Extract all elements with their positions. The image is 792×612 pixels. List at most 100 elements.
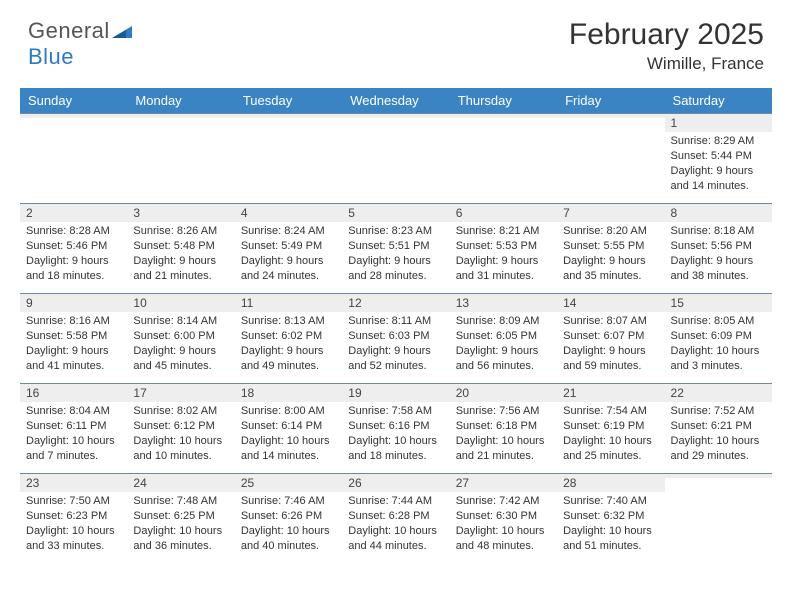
day-number: 1 (665, 114, 772, 132)
calendar-cell: 14Sunrise: 8:07 AMSunset: 6:07 PMDayligh… (557, 294, 664, 384)
day-header: Thursday (450, 88, 557, 114)
daylight-text: Daylight: 9 hours and 31 minutes. (456, 254, 551, 284)
day-details: Sunrise: 8:13 AMSunset: 6:02 PMDaylight:… (235, 312, 342, 379)
daylight-text: Daylight: 10 hours and 3 minutes. (671, 344, 766, 374)
day-number: 11 (235, 294, 342, 312)
day-number: 19 (342, 384, 449, 402)
daylight-text: Daylight: 10 hours and 40 minutes. (241, 524, 336, 554)
calendar-cell: 20 Sunrise: 7:56 AMSunset: 6:18 PMDayligh… (450, 384, 557, 474)
sunset-text: Sunset: 6:21 PM (671, 419, 766, 434)
calendar-cell (20, 114, 127, 204)
calendar-cell: 24Sunrise: 7:48 AMSunset: 6:25 PMDayligh… (127, 474, 234, 564)
calendar-cell: 2Sunrise: 8:28 AMSunset: 5:46 PMDaylight… (20, 204, 127, 294)
day-header: Wednesday (342, 88, 449, 114)
daylight-text: Daylight: 9 hours and 38 minutes. (671, 254, 766, 284)
logo-triangle-icon (112, 25, 132, 42)
sunrise-text: Sunrise: 7:56 AM (456, 404, 551, 419)
calendar-cell: 21Sunrise: 7:54 AMSunset: 6:19 PMDayligh… (557, 384, 664, 474)
calendar-cell: 6Sunrise: 8:21 AMSunset: 5:53 PMDaylight… (450, 204, 557, 294)
day-number: 15 (665, 294, 772, 312)
daylight-text: Daylight: 9 hours and 45 minutes. (133, 344, 228, 374)
day-details: Sunrise: 8:18 AMSunset: 5:56 PMDaylight:… (665, 222, 772, 289)
calendar-cell: 1Sunrise: 8:29 AMSunset: 5:44 PMDaylight… (665, 114, 772, 204)
day-number: 5 (342, 204, 449, 222)
day-details: Sunrise: 7:46 AMSunset: 6:26 PMDaylight:… (235, 492, 342, 559)
calendar-cell: 27Sunrise: 7:42 AMSunset: 6:30 PMDayligh… (450, 474, 557, 564)
daylight-text: Daylight: 9 hours and 18 minutes. (26, 254, 121, 284)
calendar-cell: 4Sunrise: 8:24 AMSunset: 5:49 PMDaylight… (235, 204, 342, 294)
calendar-cell: 22Sunrise: 7:52 AMSunset: 6:21 PMDayligh… (665, 384, 772, 474)
day-details: Sunrise: 8:21 AMSunset: 5:53 PMDaylight:… (450, 222, 557, 289)
sunset-text: Sunset: 6:30 PM (456, 509, 551, 524)
day-number: 26 (342, 474, 449, 492)
calendar-week-row: 23Sunrise: 7:50 AMSunset: 6:23 PMDayligh… (20, 474, 772, 564)
daylight-text: Daylight: 9 hours and 56 minutes. (456, 344, 551, 374)
sunrise-text: Sunrise: 8:00 AM (241, 404, 336, 419)
calendar-week-row: 16Sunrise: 8:04 AMSunset: 6:11 PMDayligh… (20, 384, 772, 474)
day-header: Saturday (665, 88, 772, 114)
day-details: Sunrise: 8:14 AMSunset: 6:00 PMDaylight:… (127, 312, 234, 379)
daylight-text: Daylight: 10 hours and 25 minutes. (563, 434, 658, 464)
day-details: Sunrise: 8:23 AMSunset: 5:51 PMDaylight:… (342, 222, 449, 289)
daylight-text: Daylight: 9 hours and 24 minutes. (241, 254, 336, 284)
day-details: Sunrise: 7:54 AMSunset: 6:19 PMDaylight:… (557, 402, 664, 469)
day-number: 6 (450, 204, 557, 222)
day-number: 12 (342, 294, 449, 312)
sunset-text: Sunset: 6:18 PM (456, 419, 551, 434)
calendar-week-row: 1Sunrise: 8:29 AMSunset: 5:44 PMDaylight… (20, 114, 772, 204)
day-details (557, 118, 664, 126)
day-header: Friday (557, 88, 664, 114)
day-details: Sunrise: 8:04 AMSunset: 6:11 PMDaylight:… (20, 402, 127, 469)
day-details: Sunrise: 7:52 AMSunset: 6:21 PMDaylight:… (665, 402, 772, 469)
sunset-text: Sunset: 5:49 PM (241, 239, 336, 254)
calendar-cell: 8Sunrise: 8:18 AMSunset: 5:56 PMDaylight… (665, 204, 772, 294)
sunset-text: Sunset: 5:55 PM (563, 239, 658, 254)
day-number: 10 (127, 294, 234, 312)
sunset-text: Sunset: 6:00 PM (133, 329, 228, 344)
sunrise-text: Sunrise: 7:54 AM (563, 404, 658, 419)
daylight-text: Daylight: 9 hours and 59 minutes. (563, 344, 658, 374)
calendar-cell: 18Sunrise: 8:00 AMSunset: 6:14 PMDayligh… (235, 384, 342, 474)
month-title: February 2025 (569, 18, 764, 52)
sunset-text: Sunset: 6:05 PM (456, 329, 551, 344)
calendar-cell: 17Sunrise: 8:02 AMSunset: 6:12 PMDayligh… (127, 384, 234, 474)
daylight-text: Daylight: 9 hours and 49 minutes. (241, 344, 336, 374)
sunset-text: Sunset: 6:26 PM (241, 509, 336, 524)
daylight-text: Daylight: 10 hours and 51 minutes. (563, 524, 658, 554)
daylight-text: Daylight: 10 hours and 7 minutes. (26, 434, 121, 464)
sunrise-text: Sunrise: 8:09 AM (456, 314, 551, 329)
day-details (235, 118, 342, 126)
calendar-cell: 28Sunrise: 7:40 AMSunset: 6:32 PMDayligh… (557, 474, 664, 564)
day-details: Sunrise: 8:26 AMSunset: 5:48 PMDaylight:… (127, 222, 234, 289)
day-number: 2 (20, 204, 127, 222)
calendar-cell: 3Sunrise: 8:26 AMSunset: 5:48 PMDaylight… (127, 204, 234, 294)
sunset-text: Sunset: 6:19 PM (563, 419, 658, 434)
calendar-cell: 7Sunrise: 8:20 AMSunset: 5:55 PMDaylight… (557, 204, 664, 294)
daylight-text: Daylight: 10 hours and 33 minutes. (26, 524, 121, 554)
sunrise-text: Sunrise: 7:46 AM (241, 494, 336, 509)
daylight-text: Daylight: 10 hours and 21 minutes. (456, 434, 551, 464)
daylight-text: Daylight: 9 hours and 28 minutes. (348, 254, 443, 284)
daylight-text: Daylight: 10 hours and 29 minutes. (671, 434, 766, 464)
day-number: 3 (127, 204, 234, 222)
day-details: Sunrise: 8:09 AMSunset: 6:05 PMDaylight:… (450, 312, 557, 379)
sunrise-text: Sunrise: 8:26 AM (133, 224, 228, 239)
day-number: 13 (450, 294, 557, 312)
sunrise-text: Sunrise: 8:23 AM (348, 224, 443, 239)
sunrise-text: Sunrise: 7:40 AM (563, 494, 658, 509)
day-number: 22 (665, 384, 772, 402)
daylight-text: Daylight: 9 hours and 35 minutes. (563, 254, 658, 284)
calendar-cell: 12Sunrise: 8:11 AMSunset: 6:03 PMDayligh… (342, 294, 449, 384)
day-details: Sunrise: 8:28 AMSunset: 5:46 PMDaylight:… (20, 222, 127, 289)
day-number: 23 (20, 474, 127, 492)
sunrise-text: Sunrise: 7:42 AM (456, 494, 551, 509)
sunrise-text: Sunrise: 7:48 AM (133, 494, 228, 509)
sunrise-text: Sunrise: 8:24 AM (241, 224, 336, 239)
sunset-text: Sunset: 5:56 PM (671, 239, 766, 254)
day-details (20, 118, 127, 126)
day-number: 16 (20, 384, 127, 402)
calendar-cell (665, 474, 772, 564)
day-number: 20 (450, 384, 557, 402)
calendar-cell (235, 114, 342, 204)
sunset-text: Sunset: 5:58 PM (26, 329, 121, 344)
